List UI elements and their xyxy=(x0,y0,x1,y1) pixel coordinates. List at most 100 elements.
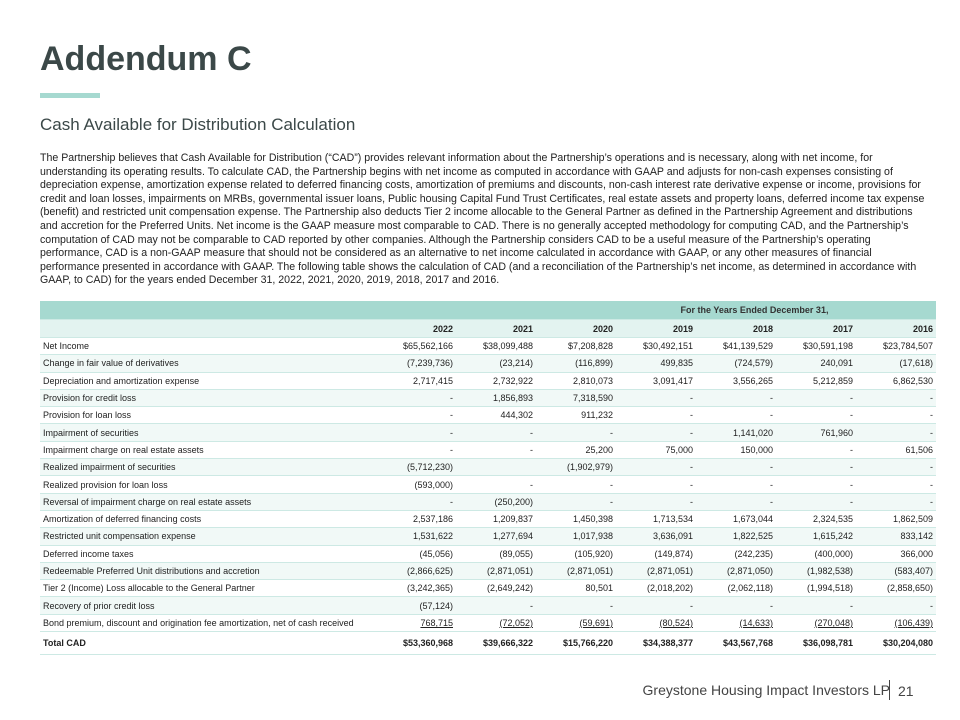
cell-value-text: (72,052) xyxy=(499,617,533,628)
year-header-row: 2022 2021 2020 2019 2018 2017 2016 xyxy=(40,319,936,338)
cell-value: (400,000) xyxy=(776,545,856,563)
row-label: Redeemable Preferred Unit distributions … xyxy=(40,562,376,581)
cell-value: (2,866,625) xyxy=(376,562,456,581)
cell-value: $65,562,166 xyxy=(376,337,456,356)
row-label: Depreciation and amortization expense xyxy=(40,372,376,390)
table-row: Restricted unit compensation expense 1,53… xyxy=(40,527,936,546)
cell-value: (106,439) xyxy=(856,614,936,633)
page-title: Addendum C xyxy=(40,40,252,78)
cell-value: - xyxy=(776,475,856,494)
table-row: Impairment charge on real estate assets -… xyxy=(40,441,936,460)
table-row: Deferred income taxes (45,056) (89,055) (10… xyxy=(40,545,936,563)
cell-value: - xyxy=(376,406,456,425)
footer-divider xyxy=(889,680,890,700)
row-label: Amortization of deferred financing costs xyxy=(40,510,376,529)
cell-value: - xyxy=(856,389,936,408)
row-label: Provision for loan loss xyxy=(40,406,376,425)
cell-value: - xyxy=(456,475,536,494)
row-label: Impairment of securities xyxy=(40,423,376,442)
cell-value: (3,242,365) xyxy=(376,579,456,598)
table-row: Reversal of impairment charge on real es… xyxy=(40,493,936,511)
cell-value: 1,615,242 xyxy=(776,527,856,546)
cell-value: $41,139,529 xyxy=(696,337,776,356)
cad-table: For the Years Ended December 31, 2022 202… xyxy=(40,301,936,656)
cell-value: (2,018,202) xyxy=(616,579,696,598)
cell-value: (5,712,230) xyxy=(376,458,456,477)
table-row: Realized provision for loan loss (593,000… xyxy=(40,475,936,494)
table-row: Impairment of securities - - - -1,141,020 761… xyxy=(40,423,936,442)
year-header: 2017 xyxy=(776,319,856,338)
cell-value: 6,862,530 xyxy=(856,372,936,390)
cell-value: 911,232 xyxy=(536,406,616,425)
cell-value: $34,388,377 xyxy=(616,631,696,656)
cell-value-text: (80,524) xyxy=(659,617,693,628)
cell-value: - xyxy=(456,423,536,442)
cell-value: - xyxy=(536,423,616,442)
cell-value: (59,691) xyxy=(536,614,616,633)
table-row: Amortization of deferred financing costs… xyxy=(40,510,936,529)
cell-value: 25,200 xyxy=(536,441,616,460)
row-label: Provision for credit loss xyxy=(40,389,376,408)
cell-value: - xyxy=(776,493,856,511)
cell-value: 2,810,073 xyxy=(536,372,616,390)
cell-value-text: (106,439) xyxy=(894,617,933,628)
cell-value: 3,091,417 xyxy=(616,372,696,390)
row-label: Realized impairment of securities xyxy=(40,458,376,477)
cell-value: $53,360,968 xyxy=(376,631,456,656)
cell-value: (583,407) xyxy=(856,562,936,581)
cell-value: 2,324,535 xyxy=(776,510,856,529)
table-row: Provision for credit loss -1,856,893 7,318… xyxy=(40,389,936,408)
cell-value: $30,204,080 xyxy=(856,631,936,656)
row-label: Net Income xyxy=(40,337,376,356)
cell-value-text: 768,715 xyxy=(420,617,453,628)
cell-value: 2,537,186 xyxy=(376,510,456,529)
cell-value: - xyxy=(616,389,696,408)
cell-value: 499,835 xyxy=(616,354,696,373)
table-row: Provision for loan loss -444,302 911,232- -… xyxy=(40,406,936,425)
cell-value: - xyxy=(616,406,696,425)
cell-value: (2,871,051) xyxy=(536,562,616,581)
cell-value: - xyxy=(696,406,776,425)
year-header: 2016 xyxy=(856,319,936,338)
cell-value: 2,732,922 xyxy=(456,372,536,390)
cell-value: 1,856,893 xyxy=(456,389,536,408)
cell-value: 1,277,694 xyxy=(456,527,536,546)
cell-value: (72,052) xyxy=(456,614,536,633)
cell-value: (2,871,050) xyxy=(696,562,776,581)
cell-value: (17,618) xyxy=(856,354,936,373)
cell-value: - xyxy=(776,389,856,408)
cell-value: $30,591,198 xyxy=(776,337,856,356)
group-header: For the Years Ended December 31, xyxy=(376,301,936,320)
cell-value: - xyxy=(776,596,856,615)
cell-value xyxy=(456,458,536,477)
cell-value: - xyxy=(776,441,856,460)
table-row: Recovery of prior credit loss (57,124) - - -… xyxy=(40,596,936,615)
cell-value: - xyxy=(696,596,776,615)
row-label: Restricted unit compensation expense xyxy=(40,527,376,546)
row-label: Tier 2 (Income) Loss allocable to the Ge… xyxy=(40,579,376,598)
row-label: Reversal of impairment charge on real es… xyxy=(40,493,376,511)
cell-value: (2,871,051) xyxy=(616,562,696,581)
cell-value: - xyxy=(376,389,456,408)
cell-value: 80,501 xyxy=(536,579,616,598)
cell-value: - xyxy=(856,475,936,494)
row-label: Impairment charge on real estate assets xyxy=(40,441,376,460)
cell-value-text: (59,691) xyxy=(579,617,613,628)
row-label: Realized provision for loan loss xyxy=(40,475,376,494)
cell-value: $30,492,151 xyxy=(616,337,696,356)
cell-value-text: (14,633) xyxy=(739,617,773,628)
cell-value: (242,235) xyxy=(696,545,776,563)
cell-value: (89,055) xyxy=(456,545,536,563)
cell-value: (1,982,538) xyxy=(776,562,856,581)
cell-value: 1,862,509 xyxy=(856,510,936,529)
cell-value: - xyxy=(536,596,616,615)
cell-value: 7,318,590 xyxy=(536,389,616,408)
year-header: 2018 xyxy=(696,319,776,338)
table-row: Net Income $65,562,166 $38,099,488 $7,208,8… xyxy=(40,337,936,356)
cell-value: (1,902,979) xyxy=(536,458,616,477)
cell-value: (593,000) xyxy=(376,475,456,494)
cell-value: - xyxy=(696,493,776,511)
cell-value: (1,994,518) xyxy=(776,579,856,598)
cell-value: 444,302 xyxy=(456,406,536,425)
cell-value: 1,713,534 xyxy=(616,510,696,529)
